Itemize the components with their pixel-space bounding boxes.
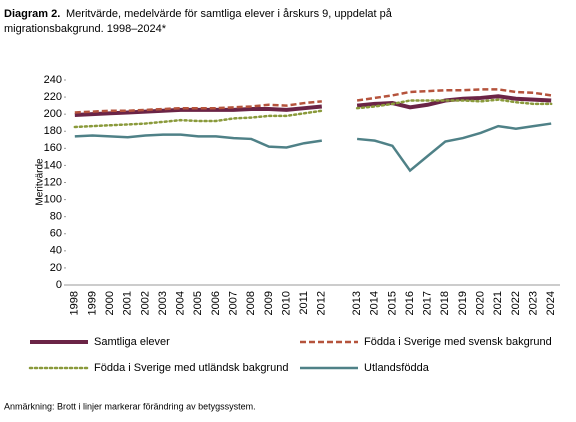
x-tick-label: 2020 bbox=[475, 291, 487, 315]
x-tick-label: 2011 bbox=[298, 291, 310, 315]
y-tick-label: 160 bbox=[44, 142, 62, 154]
x-tick-label: 1999 bbox=[86, 291, 98, 315]
y-tick-label: 60 bbox=[50, 228, 62, 240]
x-tick-label: 2006 bbox=[210, 291, 222, 315]
x-tick-label: 2013 bbox=[351, 291, 363, 315]
line-series bbox=[74, 104, 323, 118]
legend-label: Samtliga elever bbox=[94, 336, 170, 348]
line-series bbox=[73, 109, 324, 129]
x-tick-label: 2017 bbox=[422, 291, 434, 315]
x-tick-label: 2016 bbox=[404, 291, 416, 315]
x-tick-label: 1998 bbox=[69, 291, 81, 315]
x-tick-label: 2003 bbox=[157, 291, 169, 315]
y-tick-label: 80 bbox=[50, 211, 62, 223]
y-tick-label: 0 bbox=[56, 279, 62, 291]
chart-title: Meritvärde, medelvärde för samtliga elev… bbox=[66, 8, 393, 20]
chart-title-label: Diagram 2. bbox=[4, 8, 60, 20]
x-tick-label: 2021 bbox=[492, 291, 504, 315]
line-series bbox=[355, 98, 553, 110]
legend-label: Födda i Sverige med utländsk bakgrund bbox=[94, 362, 288, 374]
y-tick-label: 140 bbox=[44, 159, 62, 171]
y-tick-label: 220 bbox=[44, 91, 62, 103]
y-tick-label: 20 bbox=[50, 262, 62, 274]
x-tick-label: 2014 bbox=[369, 291, 381, 315]
x-tick-label: 2004 bbox=[175, 291, 187, 315]
y-tick-label: 200 bbox=[44, 108, 62, 120]
x-tick-label: 2008 bbox=[245, 291, 257, 315]
x-tick-label: 2002 bbox=[139, 291, 151, 315]
x-tick-label: 2012 bbox=[316, 291, 328, 315]
x-tick-label: 2009 bbox=[263, 291, 275, 315]
y-tick-label: 120 bbox=[44, 176, 62, 188]
line-series bbox=[356, 88, 552, 102]
x-tick-label: 2018 bbox=[439, 291, 451, 315]
x-tick-label: 2005 bbox=[192, 291, 204, 315]
y-tick-label: 100 bbox=[44, 193, 62, 205]
y-tick-label: 40 bbox=[50, 245, 62, 257]
legend-label: Födda i Sverige med svensk bakgrund bbox=[364, 336, 552, 348]
y-tick-label: 180 bbox=[44, 125, 62, 137]
x-tick-label: 2023 bbox=[527, 291, 539, 315]
note: Anmärkning: Brott i linjer markerar förä… bbox=[4, 401, 256, 411]
chart-title: migrationsbakgrund. 1998–2024* bbox=[4, 23, 167, 35]
x-tick-label: 2010 bbox=[280, 291, 292, 315]
x-tick-label: 2015 bbox=[386, 291, 398, 315]
x-tick-label: 2019 bbox=[457, 291, 469, 315]
y-axis-label: Meritvärde bbox=[35, 158, 46, 206]
y-tick-label: 240 bbox=[44, 74, 62, 86]
x-tick-label: 2022 bbox=[510, 291, 522, 315]
x-tick-label: 2024 bbox=[545, 291, 557, 315]
line-series bbox=[74, 133, 323, 149]
x-tick-label: 2007 bbox=[228, 291, 240, 315]
line-series bbox=[74, 100, 322, 114]
legend-label: Utlandsfödda bbox=[364, 362, 430, 374]
x-tick-label: 2000 bbox=[104, 291, 116, 315]
x-tick-label: 2001 bbox=[122, 291, 134, 315]
line-series bbox=[356, 122, 552, 173]
